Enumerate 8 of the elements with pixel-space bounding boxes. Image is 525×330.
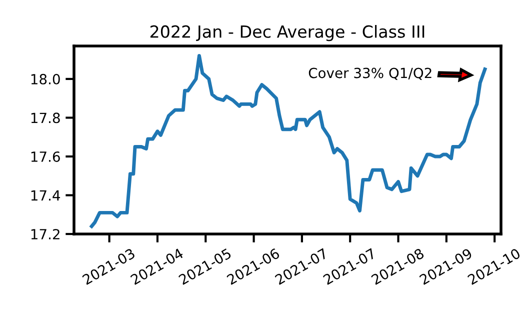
- chart-title: 2022 Jan - Dec Average - Class III: [150, 25, 424, 42]
- y-tick-label: 17.6: [31, 151, 60, 162]
- y-tick-label: 18.0: [31, 74, 60, 84]
- line-series: [90, 54, 487, 228]
- y-tick-label: 17.8: [31, 112, 60, 124]
- y-tick-label: 17.2: [31, 228, 60, 240]
- annotation: Cover 33% Q1/Q2: [308, 68, 432, 80]
- y-tick-label: 17.4: [31, 190, 60, 201]
